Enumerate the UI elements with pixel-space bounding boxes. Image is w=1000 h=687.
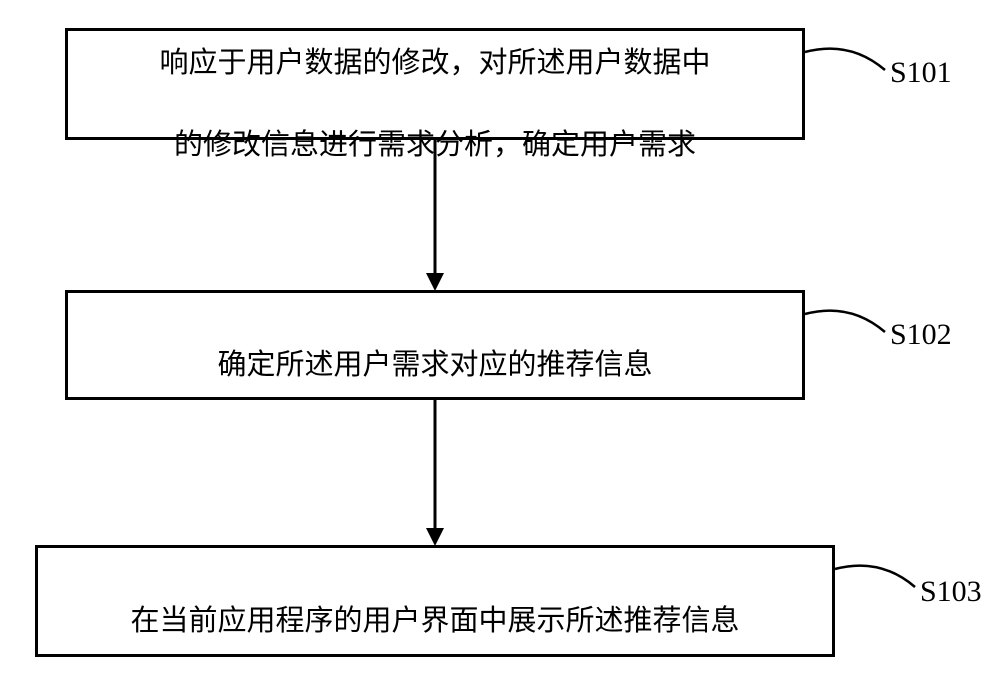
flow-node-s101: 响应于用户数据的修改，对所述用户数据中 的修改信息进行需求分析，确定用户需求	[65, 28, 805, 140]
text-line: 响应于用户数据的修改，对所述用户数据中	[159, 47, 710, 79]
flowchart-canvas: 响应于用户数据的修改，对所述用户数据中 的修改信息进行需求分析，确定用户需求 S…	[0, 0, 1000, 687]
label-connector	[805, 49, 885, 70]
text-line: 的修改信息进行需求分析，确定用户需求	[174, 129, 696, 161]
flow-node-text: 响应于用户数据的修改，对所述用户数据中 的修改信息进行需求分析，确定用户需求	[159, 3, 710, 165]
text-line: 在当前应用程序的用户界面中展示所述推荐信息	[130, 605, 739, 637]
flow-step-label-s103: S103	[920, 575, 982, 609]
flow-step-label-s102: S102	[890, 318, 952, 352]
label-connector	[805, 311, 885, 332]
text-line: 确定所述用户需求对应的推荐信息	[217, 349, 652, 381]
flow-node-text: 确定所述用户需求对应的推荐信息	[217, 304, 652, 385]
flow-step-label-s101: S101	[890, 56, 952, 90]
label-connector	[835, 566, 915, 587]
flow-node-text: 在当前应用程序的用户界面中展示所述推荐信息	[130, 560, 739, 641]
flow-node-s102: 确定所述用户需求对应的推荐信息	[65, 290, 805, 400]
flow-node-s103: 在当前应用程序的用户界面中展示所述推荐信息	[35, 545, 835, 657]
